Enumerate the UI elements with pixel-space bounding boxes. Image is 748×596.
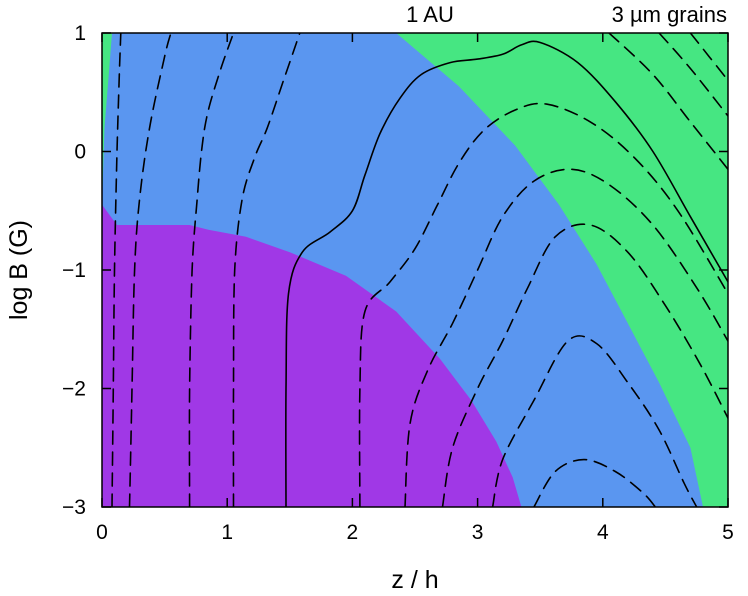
contours-layer	[111, 33, 728, 507]
region-green-0	[102, 33, 112, 205]
y-tick-label: 0	[74, 141, 86, 164]
contour-line-1	[128, 33, 172, 507]
plot-area	[102, 33, 728, 507]
annotation-grain-size: 3 µm grains	[612, 2, 727, 27]
contour-line-9	[533, 458, 657, 507]
x-tick-label: 4	[597, 521, 609, 544]
x-tick-label: 0	[96, 521, 108, 544]
region-purple-2	[102, 204, 522, 507]
contour-line-2	[188, 33, 235, 507]
contour-line-5	[358, 102, 728, 507]
contour-line-7	[441, 223, 728, 507]
y-tick-label: −1	[62, 259, 86, 282]
contour-line-10	[608, 33, 728, 171]
contour-line-8	[491, 335, 698, 507]
contour-line-11	[658, 33, 728, 117]
ticks-layer: 0 1 2 3 4 5 1 0 −1 −2 −3	[62, 22, 734, 544]
x-tick-label: 5	[722, 521, 734, 544]
contour-line-4	[285, 40, 728, 507]
contour-line-12	[689, 33, 728, 82]
regions-layer	[102, 33, 728, 507]
x-axis-label: z / h	[391, 566, 438, 594]
y-tick-label: −3	[62, 496, 86, 519]
y-tick-label: 1	[74, 22, 86, 45]
x-tick-label: 1	[221, 521, 233, 544]
y-tick-label: −2	[62, 378, 86, 401]
annotation-1au: 1 AU	[406, 2, 454, 27]
x-tick-label: 3	[472, 521, 484, 544]
contour-line-3	[232, 33, 301, 507]
region-green-1	[396, 33, 728, 507]
x-tick-label: 2	[347, 521, 359, 544]
y-axis-label: log B (G)	[5, 220, 33, 320]
contour-line-0	[111, 33, 122, 507]
contour-line-6	[404, 168, 728, 507]
